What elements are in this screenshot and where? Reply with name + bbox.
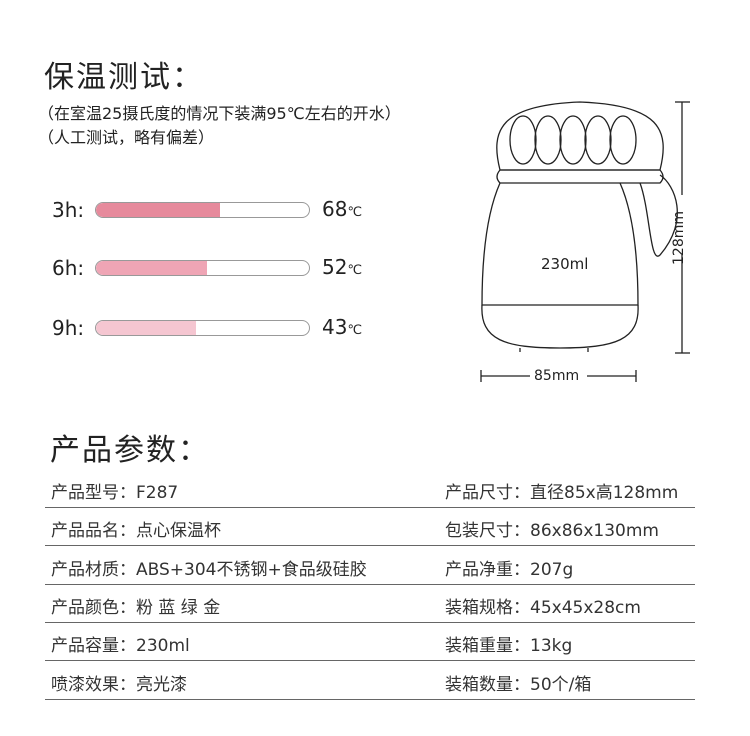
- temperature-value: 52℃: [322, 255, 363, 279]
- bar-fill: [96, 203, 220, 217]
- divider: [45, 621, 695, 623]
- bar-label: 9h:: [52, 316, 85, 340]
- param-left: 产品型号：F287: [51, 483, 179, 503]
- divider: [45, 698, 695, 700]
- param-row: 喷漆效果：亮光漆 装箱数量：50个/箱: [45, 662, 695, 700]
- param-right: 产品尺寸：直径85x高128mm: [445, 483, 679, 503]
- param-row: 产品颜色：粉 蓝 绿 金 装箱规格：45x45x28cm: [45, 585, 695, 623]
- param-row: 产品容量：230ml 装箱重量：13kg: [45, 623, 695, 661]
- param-right: 产品净重：207g: [445, 559, 574, 580]
- param-right: 装箱规格：45x45x28cm: [445, 597, 641, 618]
- param-right: 装箱重量：13kg: [445, 636, 573, 657]
- thermos-diagram: [480, 101, 690, 382]
- width-label: 85mm: [534, 368, 580, 384]
- param-row: 产品型号：F287 产品尺寸：直径85x高128mm: [45, 470, 695, 508]
- divider: [45, 507, 695, 508]
- capacity-label: 230ml: [541, 255, 589, 273]
- param-left: 产品品名：点心保温杯: [51, 521, 221, 542]
- param-right: 包装尺寸：86x86x130mm: [445, 521, 659, 542]
- param-row: 产品材质：ABS+304不锈钢+食品级硅胶 产品净重：207g: [45, 547, 695, 585]
- divider: [45, 583, 695, 585]
- test-note: （在室温25摄氏度的情况下装满95℃左右的开水）: [38, 104, 401, 123]
- params-title: 产品参数：: [50, 433, 210, 468]
- bar-label: 6h:: [52, 256, 85, 280]
- param-row: 产品品名：点心保温杯 包装尺寸：86x86x130mm: [45, 508, 695, 546]
- divider: [45, 545, 695, 547]
- height-label: 128mm: [671, 211, 687, 265]
- heat-test-title: 保温测试：: [44, 60, 204, 95]
- bar-fill: [96, 321, 197, 335]
- param-right: 装箱数量：50个/箱: [445, 674, 592, 695]
- param-left: 产品材质：ABS+304不锈钢+食品级硅胶: [51, 559, 367, 580]
- param-left: 产品颜色：粉 蓝 绿 金: [51, 597, 221, 618]
- bar-fill: [96, 261, 207, 275]
- temperature-value: 43℃: [322, 315, 363, 339]
- param-left: 喷漆效果：亮光漆: [51, 674, 187, 695]
- temperature-bar: [95, 320, 310, 336]
- param-left: 产品容量：230ml: [51, 636, 190, 657]
- bar-label: 3h:: [52, 198, 85, 222]
- test-note: （人工测试，略有偏差）: [38, 128, 215, 147]
- temperature-bar: [95, 202, 310, 218]
- temperature-bar: [95, 260, 310, 276]
- temperature-value: 68℃: [322, 197, 363, 221]
- divider: [45, 660, 695, 662]
